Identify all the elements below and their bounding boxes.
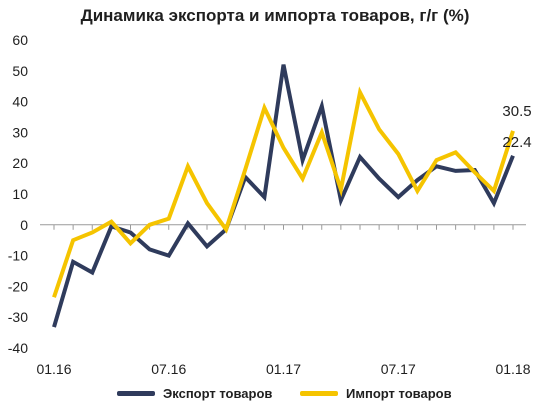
x-tick-label: 01.18	[495, 361, 530, 377]
legend-item-export: Экспорт товаров	[117, 386, 272, 401]
y-tick-label: -30	[8, 309, 28, 325]
chart-title: Динамика экспорта и импорта товаров, г/г…	[80, 6, 470, 25]
y-tick-label: 30	[12, 124, 28, 140]
y-tick-label: 0	[20, 217, 28, 233]
legend-label-export: Экспорт товаров	[163, 386, 273, 401]
legend-swatch-export	[117, 391, 155, 396]
legend-swatch-import	[300, 391, 338, 396]
x-tick-label: 07.16	[151, 361, 186, 377]
series-line-export	[52, 64, 515, 328]
y-tick-label: 60	[12, 32, 28, 48]
y-tick-label: -20	[8, 278, 28, 294]
x-tick-label: 01.16	[36, 361, 71, 377]
y-tick-label: 50	[12, 63, 28, 79]
x-tick-label: 01.17	[266, 361, 301, 377]
chart-legend: Экспорт товаров Импорт товаров	[0, 386, 550, 406]
data-label: 22.4	[502, 134, 531, 151]
y-tick-label: -40	[8, 340, 28, 356]
x-tick-label: 07.17	[381, 361, 416, 377]
legend-label-import: Импорт товаров	[346, 386, 452, 401]
y-tick-label: -10	[8, 248, 28, 264]
y-tick-label: 10	[12, 186, 28, 202]
y-tick-label: 20	[12, 155, 28, 171]
series-line-import	[52, 86, 515, 298]
legend-item-import: Импорт товаров	[300, 386, 452, 401]
y-tick-label: 40	[12, 94, 28, 110]
data-label: 30.5	[502, 103, 531, 120]
